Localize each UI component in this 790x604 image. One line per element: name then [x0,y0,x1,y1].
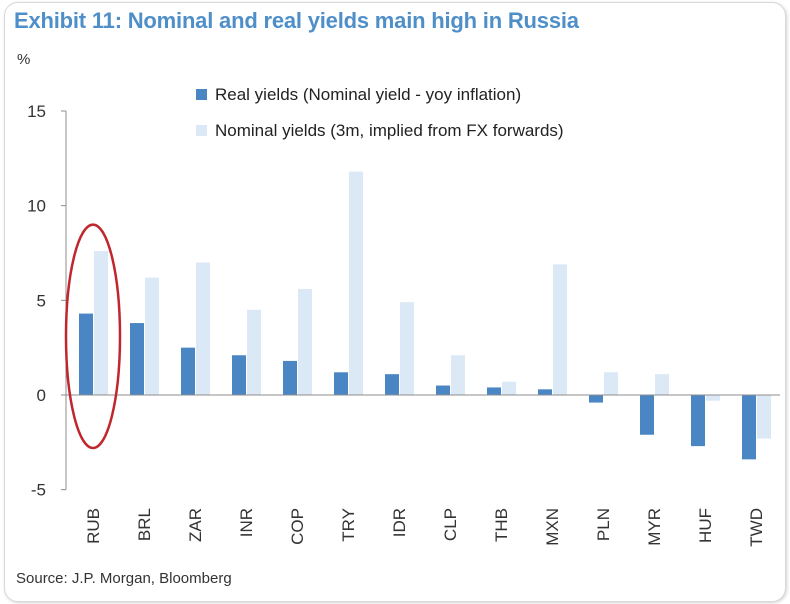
legend-swatch-real [196,89,207,100]
bars [79,171,771,460]
legend-label-real: Real yields (Nominal yield - yoy inflati… [215,85,521,104]
nominal-yield-bar-brl [145,277,159,395]
x-tick-label-zar: ZAR [186,508,205,542]
real-yield-bar-myr [640,395,654,435]
nominal-yield-bar-try [349,171,363,395]
real-yield-bar-try [334,372,348,395]
real-yield-bar-zar [181,347,195,395]
chart-frame [4,2,786,602]
y-tick-label: 5 [37,291,46,310]
nominal-yield-bar-thb [502,381,516,395]
y-axis: -5 0 5 10 15 [27,102,67,500]
real-yield-bar-inr [232,355,246,395]
legend: Real yields (Nominal yield - yoy inflati… [196,85,564,140]
nominal-yield-bar-mxn [553,264,567,395]
real-yield-bar-huf [691,395,705,447]
chart-title: Exhibit 11: Nominal and real yields main… [14,8,579,33]
nominal-yield-bar-twd [757,395,771,439]
real-yield-bar-thb [487,387,501,395]
legend-label-nominal: Nominal yields (3m, implied from FX forw… [215,121,564,140]
nominal-yield-bar-pln [604,372,618,395]
x-tick-label-clp: CLP [441,508,460,541]
nominal-yield-bar-huf [706,395,720,401]
x-tick-label-mxn: MXN [543,508,562,546]
nominal-yield-bar-clp [451,355,465,395]
real-yield-bar-mxn [538,389,552,395]
real-yield-bar-brl [130,323,144,395]
x-tick-label-huf: HUF [696,508,715,543]
real-yield-bar-idr [385,374,399,395]
nominal-yield-bar-cop [298,288,312,395]
nominal-yield-bar-rub [94,251,108,395]
rub-highlight-ellipse [64,223,122,450]
source-note: Source: J.P. Morgan, Bloomberg [16,570,232,587]
y-tick-label: -5 [31,481,46,500]
x-tick-label-inr: INR [237,508,256,537]
x-tick-label-try: TRY [339,508,358,542]
x-tick-label-rub: RUB [84,508,103,544]
x-tick-label-idr: IDR [390,508,409,537]
x-tick-label-pln: PLN [594,508,613,541]
real-yield-bar-pln [589,395,603,403]
real-yield-bar-clp [436,385,450,395]
x-tick-label-cop: COP [288,508,307,545]
y-tick-label: 10 [27,197,46,216]
x-tick-label-myr: MYR [645,508,664,546]
x-axis: RUB BRL ZAR INR COP TRY IDR CLP THB MXN PLN MYR HUF T… [66,394,780,547]
nominal-yield-bar-inr [247,309,261,395]
nominal-yield-bar-myr [655,374,669,395]
real-yield-bar-twd [742,395,756,460]
y-tick-label: 15 [27,102,46,121]
y-axis-unit-label: % [17,51,30,68]
real-yield-bar-rub [79,313,93,395]
nominal-yield-bar-zar [196,262,210,395]
nominal-yield-bar-idr [400,302,414,395]
x-tick-label-twd: TWD [747,508,766,547]
x-tick-label-brl: BRL [135,508,154,541]
real-yield-bar-cop [283,360,297,395]
y-tick-label: 0 [37,386,46,405]
legend-swatch-nominal [196,125,207,136]
x-tick-label-thb: THB [492,508,511,542]
